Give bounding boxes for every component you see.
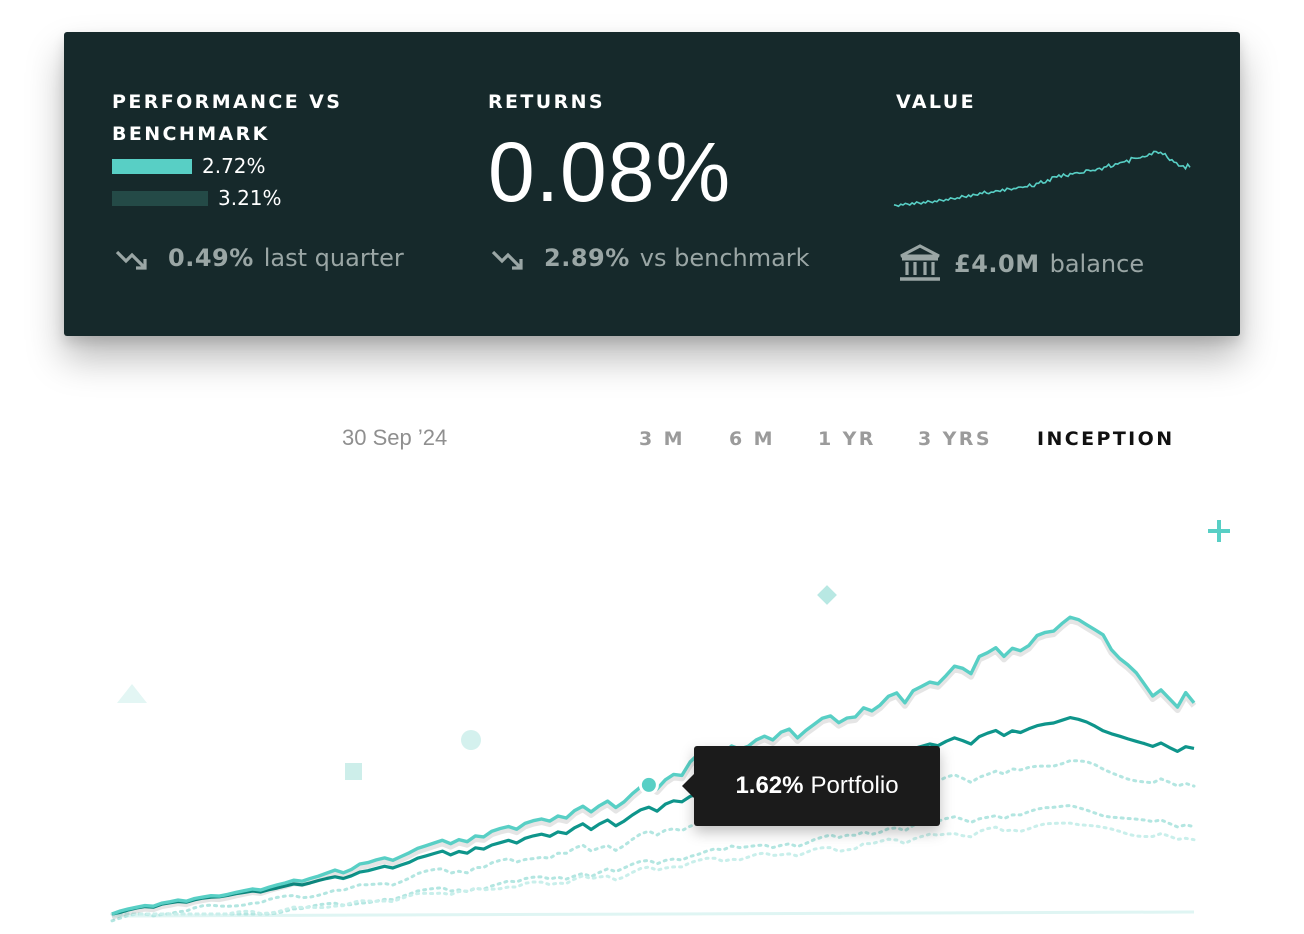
diamond-marker-icon <box>817 585 837 605</box>
performance-change-label: last quarter <box>263 244 404 272</box>
value-section: VALUE <box>896 86 976 118</box>
benchmark-line[interactable] <box>111 716 1195 916</box>
value-sparkline <box>893 150 1191 208</box>
returns-title: RETURNS <box>488 91 606 113</box>
returns-section: RETURNS 0.08% <box>488 86 731 220</box>
add-icon[interactable] <box>1206 518 1232 544</box>
benchmark-bar <box>112 190 208 206</box>
triangle-marker-icon <box>117 684 147 703</box>
value-sparkline-path <box>893 150 1191 208</box>
value-title: VALUE <box>896 91 976 113</box>
balance-value: £4.0M <box>954 250 1040 278</box>
portfolio-performance-value: 2.72% <box>202 154 266 178</box>
returns-value: 0.08% <box>488 125 732 219</box>
trending-down-icon <box>491 250 523 270</box>
performance-change-value: 0.49% <box>168 244 254 272</box>
benchmark-legend: 3.21% <box>112 182 342 214</box>
period-6m[interactable]: 6 M <box>729 428 775 450</box>
chart-tooltip: 1.62% Portfolio <box>682 746 940 826</box>
portfolio-legend: 2.72% <box>112 150 342 182</box>
performance-chart[interactable] <box>0 470 1304 934</box>
bank-icon <box>900 244 940 281</box>
portfolio-bar <box>112 158 192 174</box>
summary-card: PERFORMANCE VS BENCHMARK 2.72% 3.21% 0.4… <box>64 32 1240 336</box>
tooltip-value: 1.62% <box>735 772 804 799</box>
period-3m[interactable]: 3 M <box>639 428 685 450</box>
returns-change-value: 2.89% <box>544 244 630 272</box>
returns-change: 2.89% vs benchmark <box>490 244 810 272</box>
performance-title: PERFORMANCE VS BENCHMARK <box>112 91 343 145</box>
chart-baseline <box>111 910 1195 918</box>
period-inception[interactable]: INCEPTION <box>1037 428 1175 450</box>
value-balance: £4.0M balance <box>898 244 1144 284</box>
hover-point[interactable] <box>638 774 659 795</box>
performance-section: PERFORMANCE VS BENCHMARK 2.72% 3.21% <box>112 86 342 214</box>
portfolio-line-shadow <box>110 617 1197 920</box>
benchmark-performance-value: 3.21% <box>218 186 282 210</box>
returns-change-label: vs benchmark <box>639 244 810 272</box>
projection-line <box>110 821 1196 916</box>
period-1yr[interactable]: 1 YR <box>818 428 876 450</box>
tooltip-label: Portfolio <box>810 772 899 799</box>
performance-change: 0.49% last quarter <box>114 244 404 272</box>
as-of-date: 30 Sep ’24 <box>342 425 448 450</box>
projection-line <box>110 803 1196 916</box>
projection-line <box>110 759 1196 923</box>
circle-marker-icon <box>461 730 481 750</box>
square-marker-icon <box>345 763 362 780</box>
trending-down-icon <box>115 250 147 270</box>
balance-label: balance <box>1049 250 1145 278</box>
period-3yrs[interactable]: 3 YRS <box>918 428 992 450</box>
